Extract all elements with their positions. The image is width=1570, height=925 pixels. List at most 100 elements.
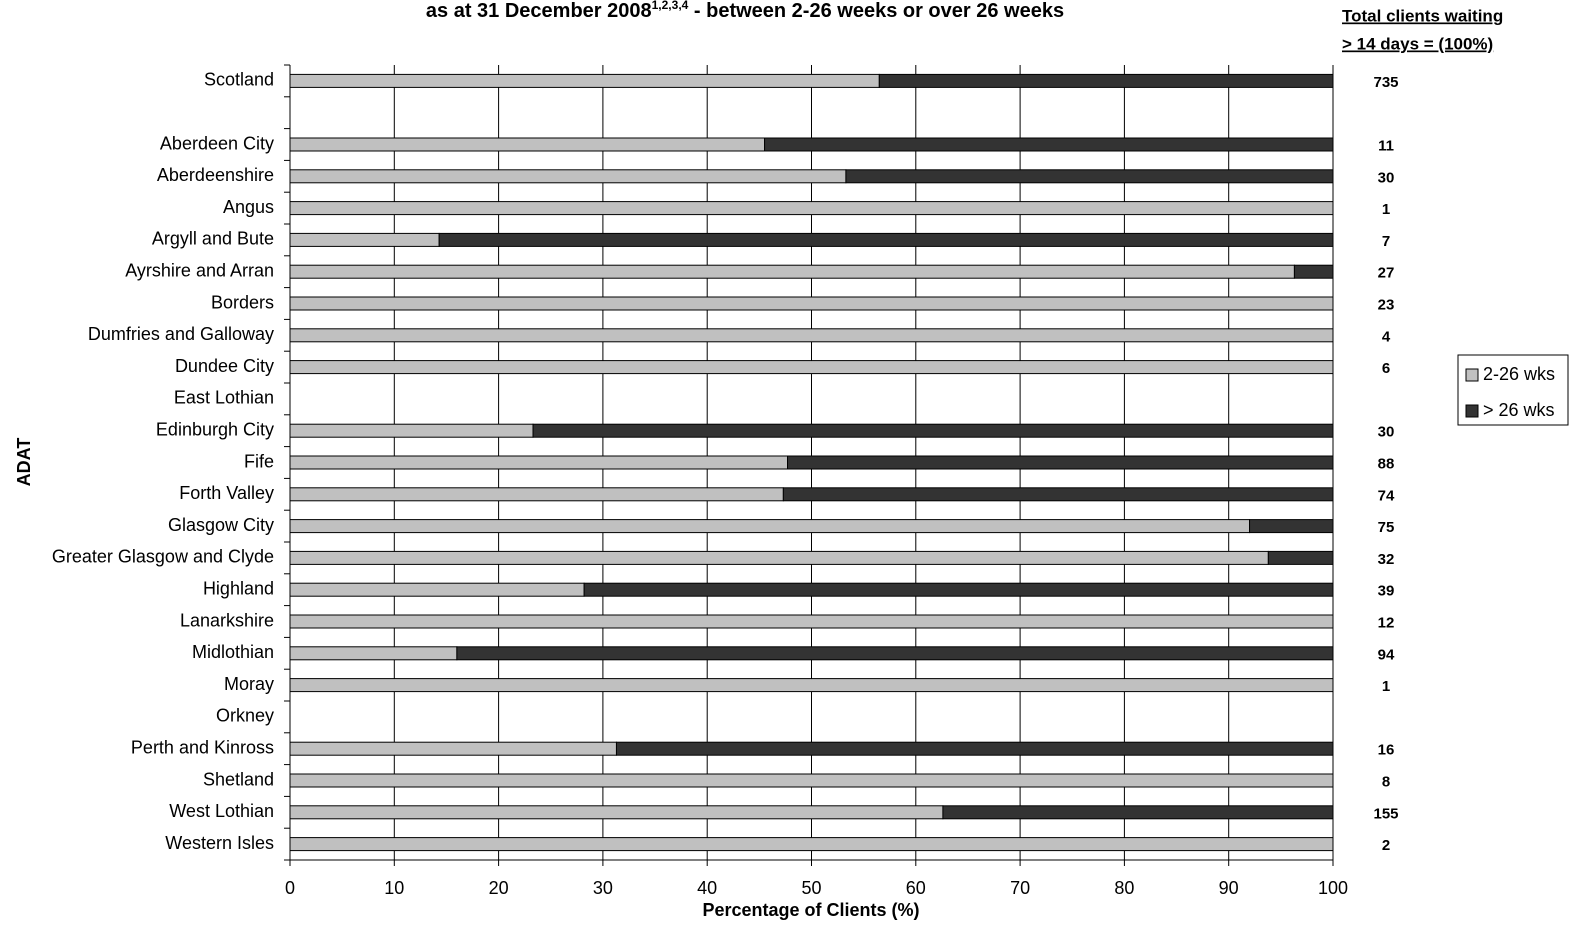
x-tick-label: 100 (1318, 878, 1348, 898)
y-tick-label: Aberdeenshire (157, 165, 274, 185)
x-tick-label: 70 (1010, 878, 1030, 898)
total-label: 74 (1378, 487, 1395, 504)
bar-segment (438, 232, 1334, 247)
total-label: 1 (1382, 201, 1390, 218)
bar-segment (289, 73, 880, 88)
bar-segment (289, 550, 1269, 565)
bar-segment (289, 582, 585, 597)
title-main: as at 31 December 2008 (426, 0, 652, 22)
bar-segment (289, 328, 1334, 343)
bar-segment (289, 773, 1334, 788)
y-tick-label: Argyll and Bute (152, 229, 274, 249)
bar-segment (289, 519, 1251, 534)
bar-segment (615, 741, 1334, 756)
x-tick-label: 20 (489, 878, 509, 898)
y-tick-label: Glasgow City (168, 515, 274, 535)
y-tick-label: Highland (203, 578, 274, 598)
total-label: 88 (1378, 455, 1395, 472)
y-tick-label: Scotland (204, 70, 274, 90)
total-label: 8 (1382, 773, 1390, 790)
total-label: 32 (1378, 551, 1395, 568)
bar-segment (289, 455, 789, 470)
y-tick-label: Western Isles (165, 833, 274, 853)
y-axis-label: ADAT (14, 438, 34, 487)
total-label: 16 (1378, 742, 1395, 759)
legend-label: 2-26 wks (1483, 364, 1555, 384)
total-label: 23 (1378, 296, 1395, 313)
y-tick-label: Angus (223, 197, 274, 217)
total-label: 7 (1382, 233, 1390, 250)
bar-segment (289, 741, 617, 756)
total-label: 155 (1373, 805, 1398, 822)
total-label: 75 (1378, 519, 1395, 536)
bar-segment (456, 646, 1334, 661)
x-tick-label: 30 (593, 878, 613, 898)
y-tick-label: Forth Valley (179, 483, 274, 503)
bar-segment (289, 837, 1334, 852)
total-label: 27 (1378, 265, 1395, 282)
bar-segment (583, 582, 1334, 597)
y-tick-label: Lanarkshire (180, 610, 274, 630)
x-tick-label: 0 (285, 878, 295, 898)
bar-segment (289, 296, 1334, 311)
bar-segment (845, 169, 1334, 184)
total-label: 6 (1382, 360, 1390, 377)
x-tick-label: 90 (1219, 878, 1239, 898)
legend-swatch (1465, 404, 1479, 418)
total-label: 39 (1378, 583, 1395, 600)
bar-segment (289, 232, 440, 247)
y-tick-label: Edinburgh City (156, 419, 274, 439)
y-tick-label: West Lothian (169, 801, 274, 821)
bar-segment (764, 137, 1334, 152)
bar-segment (289, 360, 1334, 375)
bar-segment (878, 73, 1334, 88)
y-tick-label: Borders (211, 292, 274, 312)
total-label: 94 (1378, 646, 1395, 663)
title-superscript: 1,2,3,4 (652, 0, 689, 12)
x-tick-label: 40 (697, 878, 717, 898)
total-label: 30 (1378, 169, 1395, 186)
total-label: 11 (1378, 137, 1394, 154)
x-axis-label: Percentage of Clients (%) (702, 900, 919, 920)
bar-segment (1249, 519, 1334, 534)
bar-segment (942, 805, 1334, 820)
total-label: 735 (1373, 74, 1398, 91)
bar-segment (289, 264, 1295, 279)
x-tick-label: 50 (801, 878, 821, 898)
bar-segment (1267, 550, 1334, 565)
x-tick-label: 80 (1114, 878, 1134, 898)
x-tick-label: 10 (384, 878, 404, 898)
bar-segment (289, 201, 1334, 216)
title-rest: - between 2-26 weeks or over 26 weeks (688, 0, 1064, 22)
legend-swatch (1465, 368, 1479, 382)
bar-segment (289, 678, 1334, 693)
bar-segment (289, 487, 784, 502)
bar-segment (289, 646, 458, 661)
y-tick-label: Shetland (203, 769, 274, 789)
y-tick-label: Midlothian (192, 642, 274, 662)
legend-label: > 26 wks (1483, 400, 1555, 420)
y-tick-label: Dundee City (175, 356, 274, 376)
bar-segment (289, 169, 847, 184)
total-label: 2 (1382, 837, 1390, 854)
bar-segment (289, 137, 766, 152)
bar-segment (1293, 264, 1334, 279)
y-tick-label: East Lothian (174, 388, 274, 408)
total-label: 4 (1382, 328, 1391, 345)
y-tick-label: Greater Glasgow and Clyde (52, 547, 274, 567)
totals-header: > 14 days = (100%) (1342, 34, 1493, 53)
y-tick-label: Orkney (216, 706, 274, 726)
y-tick-label: Moray (224, 674, 274, 694)
y-tick-label: Fife (244, 451, 274, 471)
total-label: 30 (1378, 424, 1395, 441)
y-tick-label: Dumfries and Galloway (88, 324, 274, 344)
y-tick-label: Perth and Kinross (131, 737, 274, 757)
y-tick-label: Ayrshire and Arran (125, 260, 274, 280)
bar-segment (532, 423, 1334, 438)
bar-segment (289, 805, 944, 820)
total-label: 1 (1382, 678, 1390, 695)
bar-segment (289, 614, 1334, 629)
total-label: 12 (1378, 614, 1395, 631)
bar-segment (787, 455, 1334, 470)
